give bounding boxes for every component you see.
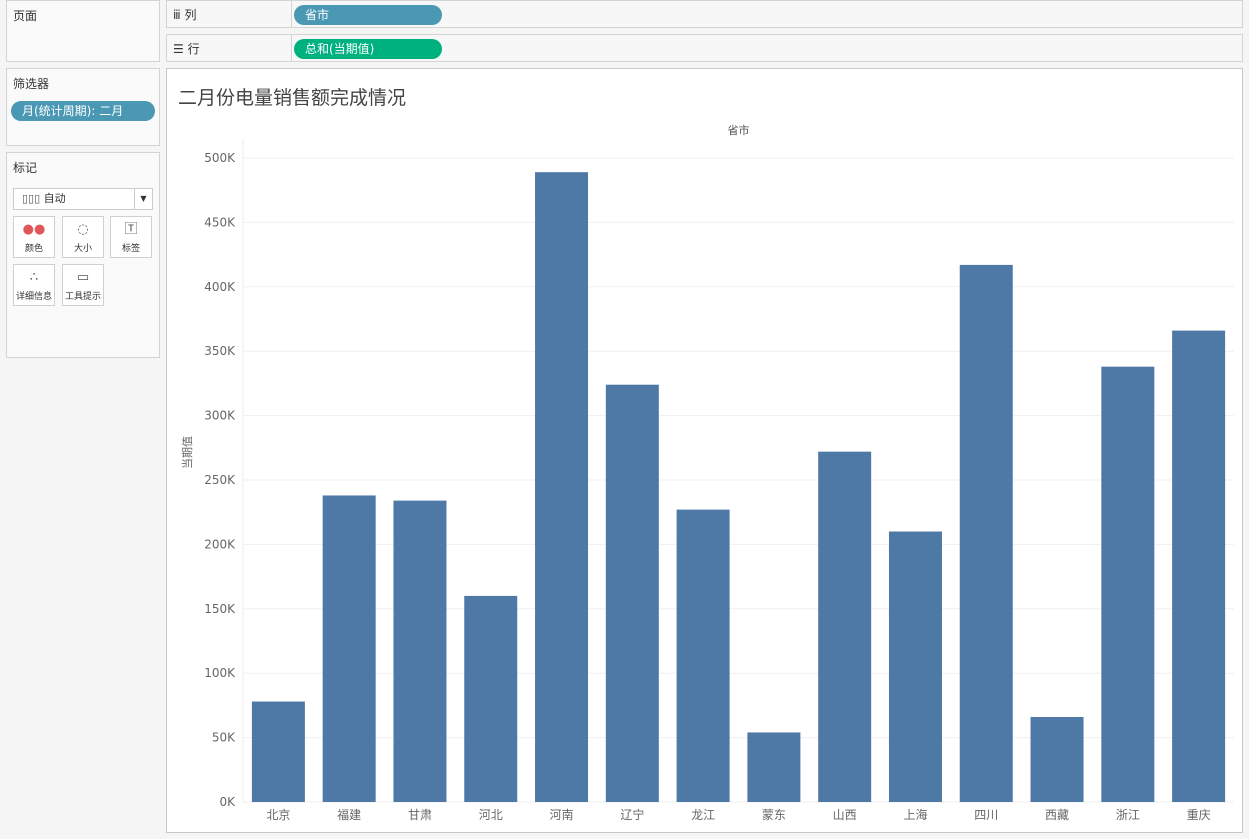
x-tick-label: 上海 [903, 807, 927, 822]
y-tick-label: 200K [204, 537, 236, 551]
y-tick-label: 150K [204, 602, 236, 616]
marks-title: 标记 [13, 161, 38, 175]
bar [605, 384, 659, 802]
pages-title: 页面 [13, 9, 38, 23]
label-icon: 🅃 [124, 222, 138, 237]
bar-chart-icon: ▯▯▯ [22, 192, 41, 205]
tooltip-icon: ▭ [76, 270, 90, 285]
mark-type-dropdown[interactable]: ▯▯▯ 自动 ▼ [13, 188, 153, 210]
mark-type-value: 自动 [43, 192, 66, 205]
size-icon: ◌ [77, 222, 89, 237]
size-card[interactable]: ◌ 大小 [62, 216, 104, 258]
bar [818, 451, 872, 802]
bar [535, 172, 589, 803]
columns-icon: ⅲ [173, 8, 181, 22]
bar [888, 531, 942, 802]
bar [464, 595, 518, 802]
x-tick-label: 西藏 [1045, 808, 1069, 822]
x-tick-label: 辽宁 [620, 807, 644, 822]
y-tick-label: 100K [204, 666, 236, 680]
x-tick-label: 山西 [833, 808, 857, 822]
x-tick-label: 河南 [550, 807, 574, 822]
chart-area: 二月份电量销售额完成情况 省市 当期值 0K 50K 100K 150K 200K 250… [166, 68, 1243, 833]
filters-title: 筛选器 [13, 77, 50, 91]
label-card[interactable]: 🅃 标签 [110, 216, 152, 258]
rows-label: 行 [187, 42, 200, 56]
y-tick-label: 450K [204, 215, 236, 229]
bar [959, 264, 1013, 802]
detail-icon: ∴ [29, 270, 39, 285]
bar [747, 732, 801, 802]
y-tick-label: 350K [204, 344, 236, 358]
x-tick-label: 福建 [337, 807, 361, 822]
y-tick-label: 0K [219, 795, 236, 809]
y-tick-label: 400K [204, 280, 236, 294]
x-tick-label: 北京 [266, 808, 290, 822]
pages-panel: 页面 [6, 0, 160, 62]
x-tick-label: 四川 [974, 808, 998, 822]
filters-panel: 筛选器 月(统计周期): 二月 [6, 68, 160, 146]
x-tick-label: 浙江 [1116, 808, 1140, 822]
color-card[interactable]: ●● 颜色 [13, 216, 55, 258]
tooltip-label: 工具提示 [64, 292, 101, 302]
bar [251, 701, 305, 802]
bar [676, 509, 730, 802]
rows-icon: ☰ [173, 42, 184, 56]
color-icon: ●● [22, 222, 46, 237]
bar [1030, 716, 1084, 802]
x-tick-label: 龙江 [691, 808, 715, 822]
x-tick-label: 重庆 [1187, 808, 1211, 822]
bar [1101, 366, 1155, 802]
x-tick-label: 河北 [479, 808, 503, 822]
bar [393, 500, 447, 802]
size-label: 大小 [73, 244, 92, 254]
y-tick-label: 300K [204, 409, 236, 423]
marks-panel: 标记 ▯▯▯ 自动 ▼ ●● 颜色 ◌ 大小 🅃 标签 ∴ 详细信息 ▭ 工具提示 [6, 152, 160, 358]
x-header: 省市 [727, 124, 750, 137]
y-tick-label: 500K [204, 151, 236, 165]
rows-pill[interactable]: 总和(当期值) [294, 39, 442, 59]
columns-label: 列 [184, 8, 197, 22]
filter-pill[interactable]: 月(统计周期): 二月 [11, 101, 155, 121]
y-tick-label: 250K [204, 473, 236, 487]
label-label: 标签 [121, 244, 140, 254]
x-tick-label: 甘肃 [408, 808, 432, 822]
detail-label: 详细信息 [15, 292, 52, 302]
detail-card[interactable]: ∴ 详细信息 [13, 264, 55, 306]
bar [1172, 330, 1226, 802]
x-tick-label: 蒙东 [762, 808, 786, 822]
columns-pill[interactable]: 省市 [294, 5, 442, 25]
bar-chart: 0K 50K 100K 150K 200K 250K 300K 350K 400K 450K 500… [204, 139, 1234, 822]
tooltip-card[interactable]: ▭ 工具提示 [62, 264, 104, 306]
chevron-down-icon: ▼ [134, 189, 152, 209]
y-tick-label: 50K [212, 731, 236, 745]
bar [322, 495, 376, 802]
chart-title: 二月份电量销售额完成情况 [178, 87, 407, 109]
color-label: 颜色 [24, 244, 43, 254]
rows-shelf: ☰ 行 总和(当期值) [166, 34, 1243, 62]
columns-shelf: ⅲ 列 省市 [166, 0, 1243, 28]
